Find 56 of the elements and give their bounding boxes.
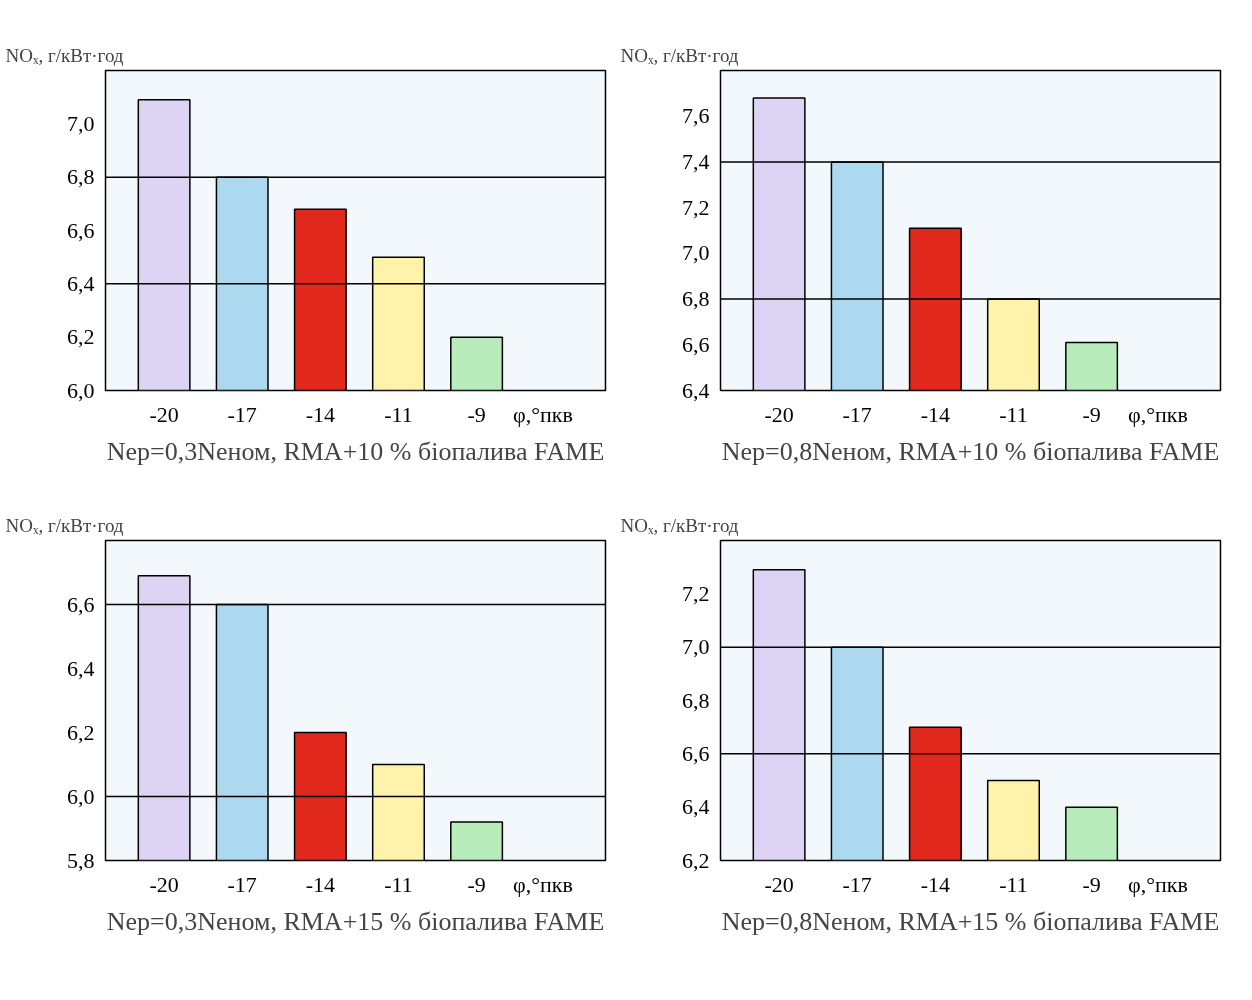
- x-tick-label: -20: [149, 871, 179, 897]
- y-tick-label: 6,2: [67, 324, 95, 350]
- y-tick-label: 6,8: [67, 164, 95, 190]
- x-tick-label: -9: [467, 871, 486, 897]
- y-tick-label: 6,4: [682, 377, 710, 403]
- text: Nер=0,3Nеном, RMA+10 % біопалива FAME: [106, 436, 605, 466]
- x-tick-label: -17: [842, 871, 872, 897]
- y-tick-label: 6,6: [682, 331, 710, 357]
- y-tick-label: 6,0: [67, 377, 95, 403]
- x-tick-label: -11: [999, 401, 1028, 427]
- y-tick-label: 6,8: [682, 687, 710, 713]
- y-tick-label: 6,4: [67, 655, 95, 681]
- x-tick-label: -11: [384, 871, 413, 897]
- y-tick-label: 7,6: [682, 103, 710, 129]
- x-tick-label: -20: [764, 401, 794, 427]
- text: Nер=0,8Nеном, RMA+15 % біопалива FAME: [721, 906, 1220, 936]
- y-axis-title: NOₓ, г/кВт·год: [620, 44, 739, 66]
- x-tick-label: -9: [467, 401, 486, 427]
- x-tick-label: -9: [1082, 401, 1101, 427]
- y-tick-label: 7,0: [67, 110, 95, 136]
- y-tick-label: 6,2: [67, 719, 95, 745]
- x-axis-title: φ,°пкв: [513, 401, 573, 427]
- y-tick-label: 6,8: [682, 286, 710, 312]
- y-tick-label: 5,8: [67, 847, 95, 873]
- y-axis-title: NOₓ, г/кВт·год: [5, 44, 124, 66]
- y-tick-label: 7,2: [682, 580, 710, 606]
- y-tick-label: 6,4: [682, 794, 710, 820]
- x-tick-label: -11: [999, 871, 1028, 897]
- x-axis-title: φ,°пкв: [1128, 401, 1188, 427]
- x-tick-label: -20: [149, 401, 179, 427]
- y-tick-label: 6,6: [67, 217, 95, 243]
- x-tick-label: -9: [1082, 871, 1101, 897]
- text: Nер=0,3Nеном, RMA+15 % біопалива FAME: [106, 906, 605, 936]
- x-axis-title: φ,°пкв: [1128, 871, 1188, 897]
- y-axis-title: NOₓ, г/кВт·год: [620, 514, 739, 536]
- x-tick-label: -17: [227, 871, 257, 897]
- y-tick-label: 6,4: [67, 270, 95, 296]
- y-tick-label: 7,2: [682, 194, 710, 220]
- y-tick-label: 7,0: [682, 634, 710, 660]
- y-tick-label: 6,6: [67, 591, 95, 617]
- y-axis-title: NOₓ, г/кВт·год: [5, 514, 124, 536]
- y-tick-label: 7,0: [682, 240, 710, 266]
- x-tick-label: -17: [227, 401, 257, 427]
- x-tick-label: -11: [384, 401, 413, 427]
- x-tick-label: -14: [305, 871, 336, 897]
- x-tick-label: -20: [764, 871, 794, 897]
- text: Nер=0,8Nеном, RMA+10 % біопалива FAME: [721, 436, 1220, 466]
- y-tick-label: 6,6: [682, 740, 710, 766]
- y-tick-label: 7,4: [682, 148, 710, 174]
- x-tick-label: -14: [920, 401, 951, 427]
- y-tick-label: 6,0: [67, 783, 95, 809]
- x-tick-label: -14: [305, 401, 336, 427]
- x-tick-label: -17: [842, 401, 872, 427]
- y-tick-label: 6,2: [682, 847, 710, 873]
- x-tick-label: -14: [920, 871, 951, 897]
- x-axis-title: φ,°пкв: [513, 871, 573, 897]
